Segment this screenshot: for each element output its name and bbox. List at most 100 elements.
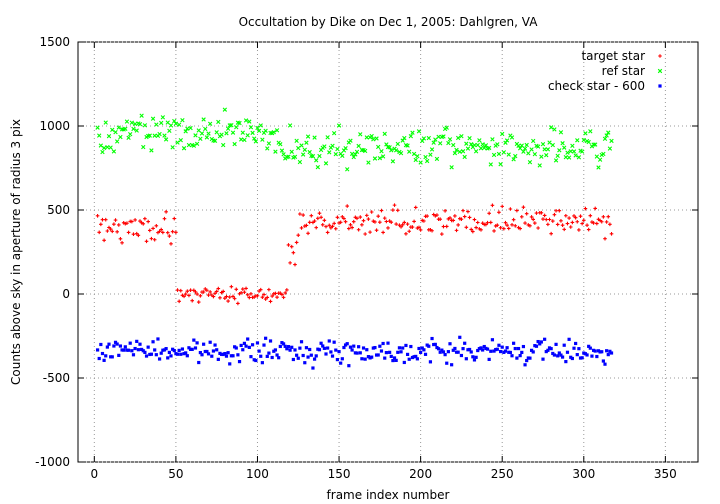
data-point bbox=[432, 342, 436, 347]
data-point bbox=[362, 148, 368, 154]
data-point bbox=[327, 150, 332, 155]
data-point bbox=[171, 347, 175, 351]
data-point bbox=[366, 160, 371, 165]
data-point bbox=[448, 216, 452, 220]
data-point bbox=[116, 223, 121, 227]
data-point bbox=[226, 299, 230, 303]
data-point bbox=[482, 344, 486, 349]
data-point bbox=[257, 349, 261, 353]
data-point bbox=[466, 209, 470, 214]
data-point bbox=[211, 349, 216, 353]
data-point bbox=[370, 355, 374, 359]
data-point bbox=[111, 149, 117, 154]
data-point bbox=[326, 346, 330, 350]
data-point bbox=[198, 293, 203, 298]
data-point bbox=[596, 165, 601, 170]
data-point bbox=[564, 360, 568, 364]
data-point bbox=[120, 240, 124, 245]
data-point bbox=[586, 227, 591, 232]
data-point bbox=[433, 137, 438, 142]
data-point bbox=[523, 221, 527, 225]
data-point bbox=[529, 147, 534, 152]
data-point bbox=[125, 221, 129, 225]
data-point bbox=[535, 144, 541, 149]
data-point bbox=[482, 145, 487, 151]
data-point bbox=[345, 167, 350, 172]
data-point bbox=[518, 354, 522, 358]
data-point bbox=[336, 123, 342, 128]
data-point bbox=[105, 229, 110, 233]
data-point bbox=[183, 292, 188, 296]
data-point bbox=[366, 217, 371, 221]
data-point bbox=[330, 224, 335, 229]
data-point bbox=[605, 349, 609, 353]
data-point bbox=[182, 352, 186, 356]
data-point bbox=[131, 232, 136, 237]
data-point bbox=[157, 131, 162, 137]
data-point bbox=[157, 229, 162, 234]
data-point bbox=[219, 352, 224, 356]
data-point bbox=[204, 135, 210, 140]
data-point bbox=[479, 227, 483, 232]
data-point bbox=[203, 126, 208, 132]
data-point bbox=[467, 215, 472, 220]
data-point bbox=[270, 294, 274, 298]
data-point bbox=[423, 154, 428, 160]
data-point bbox=[159, 120, 164, 126]
data-point bbox=[490, 203, 495, 208]
data-point bbox=[503, 220, 508, 225]
data-point bbox=[415, 154, 420, 159]
data-point bbox=[557, 148, 562, 153]
data-point bbox=[287, 123, 293, 128]
data-point bbox=[409, 344, 413, 349]
legend-label-check-star: check star - 600 bbox=[548, 79, 645, 93]
data-point bbox=[312, 219, 317, 223]
data-point bbox=[518, 226, 522, 231]
data-point bbox=[260, 295, 265, 299]
data-point bbox=[588, 346, 592, 350]
data-point bbox=[317, 348, 322, 352]
data-point bbox=[411, 151, 417, 157]
data-point bbox=[407, 357, 411, 361]
data-point bbox=[608, 222, 612, 227]
data-point bbox=[515, 208, 519, 213]
axis-ticks: 0 50 100 150 200 250 300 350 -1000 -500 0 500 1000 15… bbox=[35, 35, 698, 481]
y-tick-label: -500 bbox=[43, 371, 70, 385]
data-point bbox=[580, 356, 584, 360]
data-point bbox=[577, 347, 581, 351]
data-point bbox=[320, 223, 325, 227]
data-point bbox=[206, 352, 211, 356]
x-tick-label: 350 bbox=[654, 467, 677, 481]
data-point bbox=[314, 354, 318, 358]
data-point bbox=[194, 141, 200, 146]
data-point bbox=[314, 158, 319, 163]
data-point bbox=[488, 220, 493, 225]
data-point bbox=[453, 346, 457, 351]
data-point bbox=[278, 344, 282, 349]
data-point bbox=[438, 350, 442, 354]
data-point bbox=[166, 356, 170, 360]
data-point bbox=[596, 349, 601, 353]
data-point bbox=[441, 224, 446, 229]
data-point bbox=[110, 229, 115, 234]
data-point bbox=[195, 341, 199, 345]
data-point bbox=[526, 151, 531, 156]
data-point bbox=[327, 339, 331, 343]
data-point bbox=[324, 224, 328, 229]
data-point bbox=[366, 355, 371, 359]
data-point bbox=[165, 230, 170, 235]
data-point bbox=[343, 343, 348, 347]
data-point bbox=[355, 351, 359, 355]
data-point bbox=[484, 346, 488, 351]
data-point bbox=[350, 348, 354, 352]
data-point bbox=[172, 216, 177, 221]
legend-marker bbox=[658, 84, 662, 88]
data-point bbox=[454, 350, 459, 354]
data-point bbox=[131, 353, 136, 357]
data-point bbox=[289, 244, 294, 249]
data-point bbox=[360, 357, 364, 361]
data-point bbox=[265, 146, 270, 151]
data-point bbox=[280, 341, 284, 345]
data-point bbox=[168, 123, 174, 128]
